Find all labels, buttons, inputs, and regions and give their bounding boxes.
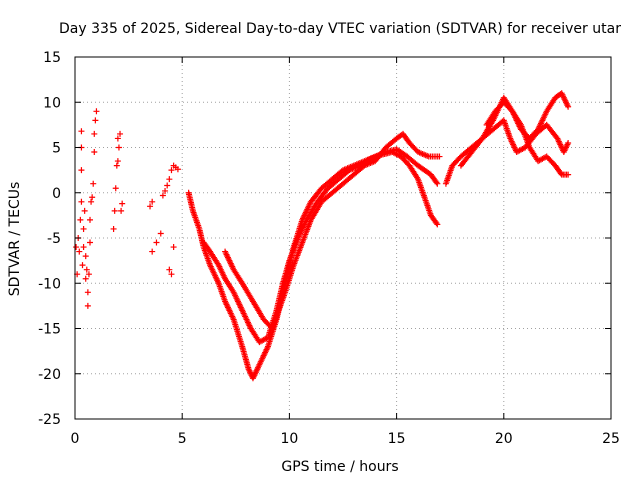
data-point-marker <box>113 162 120 169</box>
axis-ticks: 0 5 10 15 20 25 -25 -20 -15 -10 -5 0 5 10 15 <box>38 50 620 447</box>
x-tick-label: 25 <box>602 431 620 447</box>
data-point-marker <box>92 117 99 124</box>
data-point-marker <box>565 139 572 146</box>
data-point-marker <box>84 302 91 309</box>
data-point-marker <box>87 216 94 223</box>
data-point-marker <box>174 166 181 173</box>
data-point-marker <box>84 289 91 296</box>
data-point-marker <box>166 266 173 273</box>
data-point-marker <box>91 130 98 137</box>
x-tick-label: 15 <box>388 431 406 447</box>
data-point-marker <box>79 262 86 269</box>
data-point-marker <box>114 135 121 142</box>
data-point-marker <box>149 198 156 205</box>
data-point-marker <box>89 194 96 201</box>
data-point-marker <box>164 182 171 189</box>
data-point-marker <box>565 171 572 178</box>
data-point-marker <box>83 266 90 273</box>
data-point-marker <box>434 180 441 187</box>
data-point-marker <box>110 225 117 232</box>
data-point-marker <box>82 275 89 282</box>
data-point-marker <box>168 167 175 174</box>
data-point-marker <box>90 180 97 187</box>
data-point-marker <box>80 225 87 232</box>
data-point-marker <box>118 207 125 214</box>
y-tick-label: 10 <box>43 95 61 111</box>
x-tick-label: 0 <box>71 431 80 447</box>
data-point-marker <box>166 176 173 183</box>
x-tick-label: 5 <box>178 431 187 447</box>
data-point-marker <box>93 108 100 115</box>
data-point-marker <box>149 248 156 255</box>
data-point-marker <box>77 216 84 223</box>
y-tick-label: 0 <box>52 186 61 202</box>
series-track-e <box>457 117 572 169</box>
data-point-marker <box>80 244 87 251</box>
chart-title: Day 335 of 2025, Sidereal Day-to-day VTE… <box>59 21 621 37</box>
data-point-marker <box>81 207 88 214</box>
data-point-marker <box>82 253 89 260</box>
y-tick-label: -15 <box>38 322 61 338</box>
y-tick-label: -5 <box>47 231 61 247</box>
data-point-marker <box>111 207 118 214</box>
data-point-marker <box>433 220 440 227</box>
data-point-marker <box>117 130 124 137</box>
data-point-marker <box>85 271 92 278</box>
data-point-marker <box>433 179 440 186</box>
data-point-marker <box>78 198 85 205</box>
data-point-marker <box>115 144 122 151</box>
series-track-f <box>483 99 572 178</box>
data-point-marker <box>78 167 85 174</box>
data-point-marker <box>565 103 572 110</box>
y-tick-label: 5 <box>52 141 61 157</box>
data-point-marker <box>153 239 160 246</box>
data-point-marker <box>114 158 121 165</box>
data-point-marker <box>119 200 126 207</box>
data-point-marker <box>78 128 85 135</box>
series-track-c <box>222 130 443 332</box>
data-point-marker <box>88 198 95 205</box>
data-point-marker <box>73 244 80 251</box>
x-axis-label: GPS time / hours <box>281 459 398 475</box>
series-track-b <box>200 149 441 346</box>
data-point-marker <box>76 248 83 255</box>
data-point-marker <box>162 187 169 194</box>
data-points <box>73 90 572 382</box>
data-point-marker <box>168 271 175 278</box>
data-point-marker <box>170 244 177 251</box>
y-tick-label: -25 <box>38 412 61 428</box>
y-axis-label: SDTVAR / TECUs <box>7 182 23 297</box>
data-point-marker <box>87 239 94 246</box>
y-tick-label: 15 <box>43 50 61 66</box>
x-tick-label: 10 <box>280 431 298 447</box>
data-point-marker <box>147 203 154 210</box>
data-point-marker <box>112 185 119 192</box>
x-tick-label: 20 <box>495 431 513 447</box>
y-tick-label: -20 <box>38 367 61 383</box>
data-point-marker <box>434 221 441 228</box>
data-point-marker <box>91 149 98 156</box>
y-tick-label: -10 <box>38 276 61 292</box>
data-point-marker <box>157 230 164 237</box>
data-point-marker <box>436 153 443 160</box>
data-point-marker <box>159 192 166 199</box>
